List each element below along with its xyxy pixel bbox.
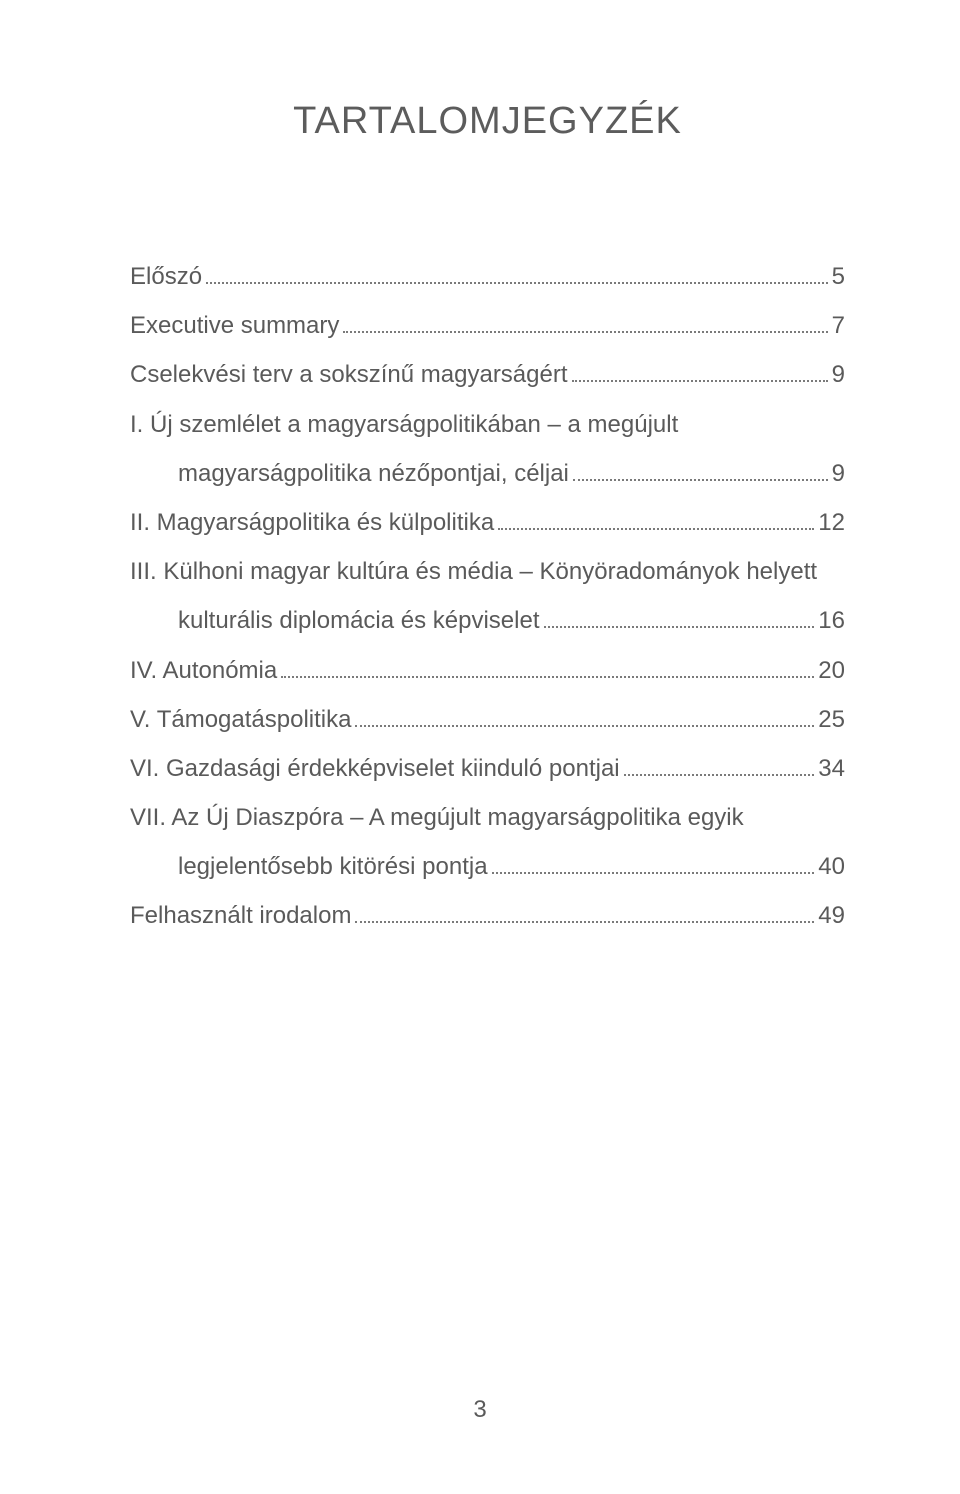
toc-entry: Felhasznált irodalom 49 (130, 897, 845, 934)
toc-entry-page: 16 (818, 602, 845, 639)
toc-entry-label: V. Támogatáspolitika (130, 701, 351, 738)
toc-leader (492, 872, 815, 874)
toc-entry-label: kulturális diplomácia és képviselet (178, 602, 540, 639)
toc-entry: legjelentősebb kitörési pontja 40 (130, 848, 845, 885)
toc-entry: magyarságpolitika nézőpontjai, céljai 9 (130, 455, 845, 492)
toc-entry-page: 40 (818, 848, 845, 885)
toc-leader (498, 528, 814, 530)
toc-entry-page: 20 (818, 652, 845, 689)
toc-leader (544, 626, 815, 628)
toc-entry: V. Támogatáspolitika 25 (130, 701, 845, 738)
toc-entry-label: I. Új szemlélet a magyarságpolitikában –… (130, 406, 678, 443)
toc-leader (624, 774, 815, 776)
toc-entry: VII. Az Új Diaszpóra – A megújult magyar… (130, 799, 845, 836)
toc-leader (355, 725, 814, 727)
toc-entry: II. Magyarságpolitika és külpolitika 12 (130, 504, 845, 541)
toc-entry-page: 7 (832, 307, 845, 344)
toc-entry-label: VI. Gazdasági érdekképviselet kiinduló p… (130, 750, 620, 787)
toc-entry-page: 9 (832, 455, 845, 492)
toc-entry-page: 25 (818, 701, 845, 738)
toc-entry-page: 34 (818, 750, 845, 787)
toc-entry: IV. Autonómia 20 (130, 652, 845, 689)
toc-entry: I. Új szemlélet a magyarságpolitikában –… (130, 406, 845, 443)
toc-entry: Előszó 5 (130, 258, 845, 295)
toc-leader (355, 921, 814, 923)
toc-entry: Executive summary 7 (130, 307, 845, 344)
toc-leader (206, 282, 828, 284)
toc-entry-page: 12 (818, 504, 845, 541)
toc-entry: Cselekvési terv a sokszínű magyarságért 9 (130, 356, 845, 393)
toc-leader (572, 380, 828, 382)
toc-entry-page: 5 (832, 258, 845, 295)
toc-leader (281, 676, 814, 678)
toc-entry: VI. Gazdasági érdekképviselet kiinduló p… (130, 750, 845, 787)
toc-leader (343, 331, 827, 333)
page-number: 3 (0, 1396, 960, 1424)
table-of-contents: Előszó 5 Executive summary 7 Cselekvési terv… (130, 258, 845, 935)
toc-entry-label: Előszó (130, 258, 202, 295)
toc-entry: III. Külhoni magyar kultúra és média – K… (130, 553, 845, 590)
toc-entry: kulturális diplomácia és képviselet 16 (130, 602, 845, 639)
toc-entry-label: Executive summary (130, 307, 339, 344)
toc-entry-page: 49 (818, 897, 845, 934)
toc-entry-label: Felhasznált irodalom (130, 897, 351, 934)
toc-leader (573, 479, 828, 481)
toc-entry-label: III. Külhoni magyar kultúra és média – K… (130, 553, 817, 590)
page-container: TARTALOMJEGYZÉK Előszó 5 Executive summary… (0, 0, 960, 935)
toc-entry-label: magyarságpolitika nézőpontjai, céljai (178, 455, 569, 492)
page-title: TARTALOMJEGYZÉK (130, 100, 845, 143)
toc-entry-label: IV. Autonómia (130, 652, 277, 689)
toc-entry-label: legjelentősebb kitörési pontja (178, 848, 488, 885)
toc-entry-label: VII. Az Új Diaszpóra – A megújult magyar… (130, 799, 744, 836)
toc-entry-label: Cselekvési terv a sokszínű magyarságért (130, 356, 568, 393)
toc-entry-label: II. Magyarságpolitika és külpolitika (130, 504, 494, 541)
toc-entry-page: 9 (832, 356, 845, 393)
